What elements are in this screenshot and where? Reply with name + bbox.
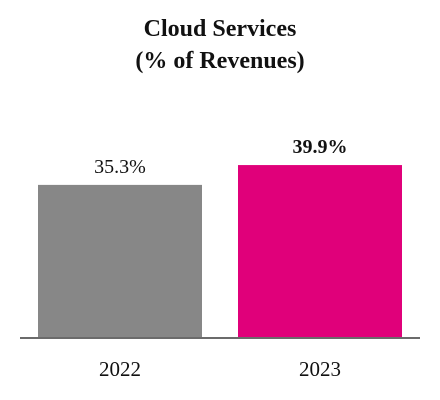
bar-2022 <box>38 184 202 337</box>
chart-subtitle: (% of Revenues) <box>135 48 305 74</box>
bars-layer <box>38 165 402 337</box>
value-label-2023: 39.9% <box>293 136 348 158</box>
chart-title: Cloud Services <box>143 16 297 42</box>
labels-layer: 35.3% 2022 39.9% 2023 <box>94 136 347 381</box>
category-label-2023: 2023 <box>299 357 341 381</box>
bar-2023 <box>238 165 402 337</box>
category-label-2022: 2022 <box>99 357 141 381</box>
value-label-2022: 35.3% <box>94 156 146 178</box>
